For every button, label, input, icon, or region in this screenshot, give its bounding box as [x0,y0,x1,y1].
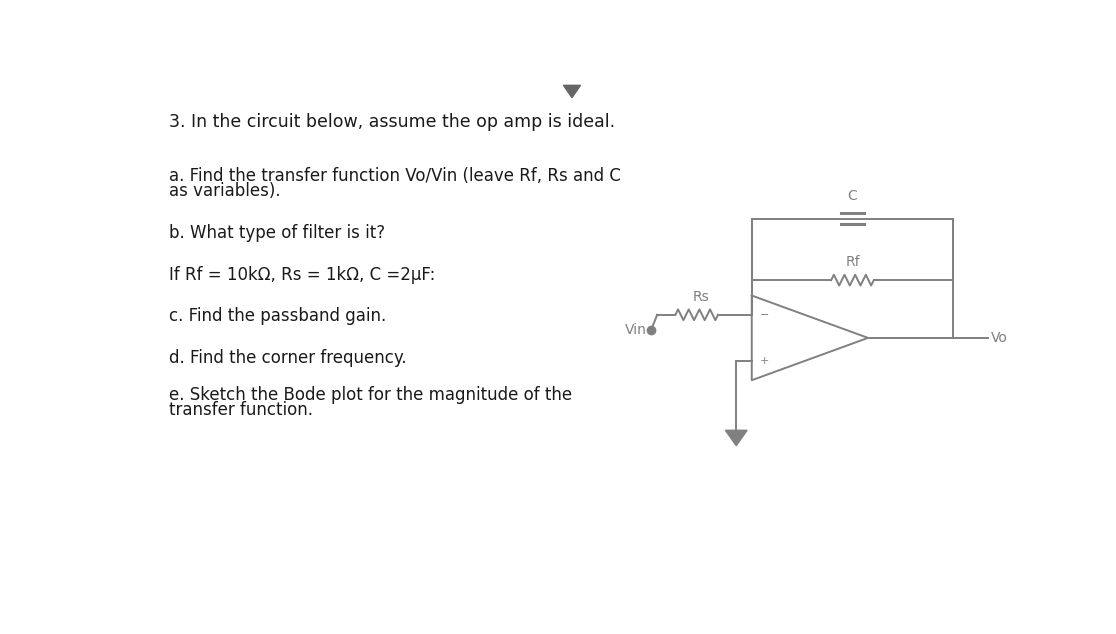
Text: Vo: Vo [991,331,1008,345]
Text: e. Sketch the Bode plot for the magnitude of the: e. Sketch the Bode plot for the magnitud… [169,385,573,404]
Polygon shape [564,86,580,98]
Text: If Rf = 10kΩ, Rs = 1kΩ, C =2μF:: If Rf = 10kΩ, Rs = 1kΩ, C =2μF: [169,266,435,283]
Polygon shape [725,430,747,446]
Text: C: C [848,189,857,203]
Text: Rf: Rf [845,256,859,269]
Text: 3. In the circuit below, assume the op amp is ideal.: 3. In the circuit below, assume the op a… [169,113,615,131]
Text: +: + [760,356,769,366]
Text: Vin: Vin [625,323,646,337]
Text: −: − [760,310,769,320]
Text: b. What type of filter is it?: b. What type of filter is it? [169,224,385,242]
Text: as variables).: as variables). [169,183,280,200]
Text: Rs: Rs [693,290,710,304]
Text: c. Find the passband gain.: c. Find the passband gain. [169,307,386,325]
Text: transfer function.: transfer function. [169,401,312,419]
Text: d. Find the corner frequency.: d. Find the corner frequency. [169,349,406,366]
Text: a. Find the transfer function Vo/Vin (leave Rf, Rs and C: a. Find the transfer function Vo/Vin (le… [169,167,620,185]
